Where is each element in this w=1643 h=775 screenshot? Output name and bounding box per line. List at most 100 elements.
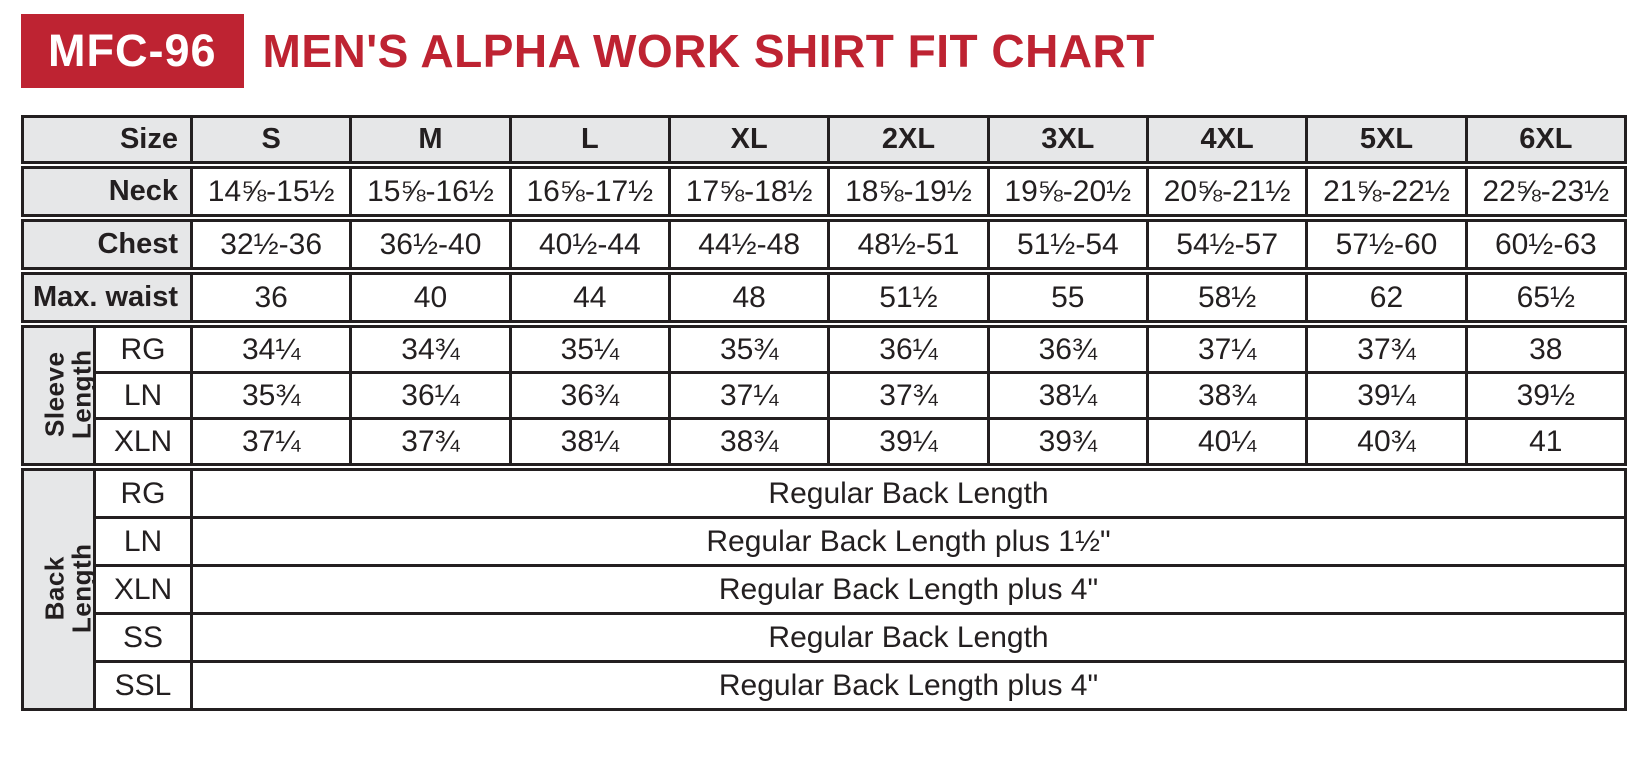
back-length-description: Regular Back Length plus 4" bbox=[190, 660, 1627, 711]
back-rg-row: Back Length RG Regular Back Length bbox=[21, 468, 1627, 711]
sleeve-length-section: Sleeve Length RG 34¼ 34¾ 35¼ 35¾ 36¼ 36¾… bbox=[21, 325, 1628, 466]
neck-row: Neck 14⅝-15½ 15⅝-16½ 16⅝-17½ 17⅝-18½ 18⅝… bbox=[20, 166, 1628, 217]
size-column-header-xl: XL bbox=[667, 115, 831, 164]
sleeve-value: 39¼ bbox=[1305, 371, 1468, 420]
sleeve-fit-code: XLN bbox=[93, 417, 193, 466]
back-length-description: Regular Back Length plus 1½" bbox=[190, 516, 1627, 567]
chest-row: Chest 32½-36 36½-40 40½-44 44½-48 48½-51… bbox=[20, 219, 1628, 270]
sleeve-value: 37¼ bbox=[1145, 325, 1309, 374]
sleeve-value: 37¼ bbox=[189, 417, 353, 466]
neck-value: 14⅝-15½ bbox=[190, 166, 353, 217]
page-header: MFC-96 MEN'S ALPHA WORK SHIRT FIT CHART bbox=[21, 14, 1643, 88]
max-waist-value: 65½ bbox=[1464, 272, 1628, 323]
sleeve-fit-code: LN bbox=[93, 371, 193, 420]
back-fit-code: XLN bbox=[93, 564, 193, 615]
max-waist-section: Max. waist 36 40 44 48 51½ 55 58½ 62 65½ bbox=[21, 272, 1628, 323]
back-fit-code: LN bbox=[93, 516, 193, 567]
chest-value: 32½-36 bbox=[190, 219, 353, 270]
sleeve-length-group-label-text: Sleeve Length bbox=[39, 349, 95, 439]
fit-table: Size S M L XL 2XL 3XL 4XL 5XL 6XL Neck 1… bbox=[20, 115, 1643, 711]
neck-value: 18⅝-19½ bbox=[827, 166, 990, 217]
sleeve-value: 41 bbox=[1464, 417, 1628, 466]
back-ss-row: SS Regular Back Length bbox=[23, 612, 1627, 663]
neck-value: 21⅝-22½ bbox=[1305, 166, 1468, 217]
size-column-header-l: L bbox=[508, 115, 671, 164]
size-column-header-2xl: 2XL bbox=[827, 115, 990, 164]
max-waist-value: 48 bbox=[667, 272, 831, 323]
neck-value: 15⅝-16½ bbox=[349, 166, 512, 217]
back-length-group-label: Back Length bbox=[21, 468, 96, 711]
page-title: MEN'S ALPHA WORK SHIRT FIT CHART bbox=[262, 25, 1155, 77]
back-fit-code: SS bbox=[93, 612, 193, 663]
sleeve-value: 37¾ bbox=[827, 371, 990, 420]
chest-value: 36½-40 bbox=[349, 219, 512, 270]
back-length-description: Regular Back Length bbox=[190, 468, 1627, 519]
max-waist-value: 36 bbox=[189, 272, 353, 323]
chest-value: 51½-54 bbox=[986, 219, 1149, 270]
size-column-header-s: S bbox=[189, 115, 353, 164]
chest-section: Chest 32½-36 36½-40 40½-44 44½-48 48½-51… bbox=[20, 219, 1628, 270]
neck-value: 17⅝-18½ bbox=[667, 166, 831, 217]
neck-label-cell: Neck bbox=[20, 166, 194, 217]
size-column-header-3xl: 3XL bbox=[986, 115, 1149, 164]
size-label-cell: Size bbox=[21, 115, 193, 164]
size-column-header-5xl: 5XL bbox=[1305, 115, 1468, 164]
max-waist-label-cell: Max. waist bbox=[21, 272, 193, 323]
back-length-section: Back Length RG Regular Back Length LN Re… bbox=[21, 468, 1627, 711]
sleeve-value: 34¾ bbox=[349, 325, 512, 374]
sleeve-value: 38¼ bbox=[508, 417, 671, 466]
max-waist-value: 40 bbox=[349, 272, 512, 323]
sleeve-ln-row: LN 35¾ 36¼ 36¾ 37¼ 37¾ 38¼ 38¾ 39¼ 39½ bbox=[23, 371, 1628, 420]
size-column-header-6xl: 6XL bbox=[1464, 115, 1628, 164]
chest-value: 60½-63 bbox=[1464, 219, 1628, 270]
sleeve-value: 39¾ bbox=[986, 417, 1149, 466]
neck-value: 20⅝-21½ bbox=[1145, 166, 1309, 217]
sleeve-value: 35¼ bbox=[508, 325, 671, 374]
size-header-row: Size S M L XL 2XL 3XL 4XL 5XL 6XL bbox=[21, 115, 1628, 164]
size-column-header-4xl: 4XL bbox=[1145, 115, 1309, 164]
back-length-description: Regular Back Length bbox=[190, 612, 1627, 663]
sleeve-rg-row: Sleeve Length RG 34¼ 34¾ 35¼ 35¾ 36¼ 36¾… bbox=[21, 325, 1628, 466]
sleeve-value: 38¼ bbox=[986, 371, 1149, 420]
sleeve-length-group-label: Sleeve Length bbox=[21, 325, 96, 466]
sleeve-value: 38¾ bbox=[1145, 371, 1309, 420]
sleeve-value: 38¾ bbox=[667, 417, 831, 466]
chest-value: 48½-51 bbox=[827, 219, 990, 270]
fit-chart-page: MFC-96 MEN'S ALPHA WORK SHIRT FIT CHART … bbox=[0, 14, 1643, 711]
back-fit-code: SSL bbox=[93, 660, 193, 711]
sleeve-value: 37¾ bbox=[349, 417, 512, 466]
max-waist-value: 62 bbox=[1305, 272, 1468, 323]
max-waist-value: 51½ bbox=[827, 272, 990, 323]
back-length-group-label-text: Back Length bbox=[39, 543, 95, 633]
sleeve-value: 35¾ bbox=[189, 371, 353, 420]
chest-value: 57½-60 bbox=[1305, 219, 1468, 270]
neck-value: 22⅝-23½ bbox=[1464, 166, 1628, 217]
sleeve-value: 39¼ bbox=[827, 417, 990, 466]
chest-label-cell: Chest bbox=[20, 219, 194, 270]
size-column-header-m: M bbox=[349, 115, 512, 164]
max-waist-value: 55 bbox=[986, 272, 1149, 323]
neck-value: 19⅝-20½ bbox=[986, 166, 1149, 217]
sleeve-value: 36¾ bbox=[986, 325, 1149, 374]
neck-value: 16⅝-17½ bbox=[508, 166, 672, 217]
sleeve-value: 39½ bbox=[1464, 371, 1628, 420]
back-fit-code: RG bbox=[93, 468, 193, 519]
sleeve-value: 36¼ bbox=[827, 325, 990, 374]
sleeve-value: 37¾ bbox=[1305, 325, 1468, 374]
max-waist-row: Max. waist 36 40 44 48 51½ 55 58½ 62 65½ bbox=[21, 272, 1628, 323]
sleeve-value: 40¾ bbox=[1305, 417, 1468, 466]
product-code-badge: MFC-96 bbox=[21, 14, 244, 88]
sleeve-fit-code: RG bbox=[93, 325, 193, 374]
size-header-section: Size S M L XL 2XL 3XL 4XL 5XL 6XL bbox=[21, 115, 1628, 164]
max-waist-value: 58½ bbox=[1145, 272, 1309, 323]
sleeve-value: 37¼ bbox=[667, 371, 831, 420]
back-xln-row: XLN Regular Back Length plus 4" bbox=[23, 564, 1627, 615]
chest-value: 54½-57 bbox=[1145, 219, 1309, 270]
sleeve-xln-row: XLN 37¼ 37¾ 38¼ 38¾ 39¼ 39¾ 40¼ 40¾ 41 bbox=[23, 417, 1628, 466]
sleeve-value: 34¼ bbox=[189, 325, 353, 374]
sleeve-value: 35¾ bbox=[667, 325, 831, 374]
sleeve-value: 36¾ bbox=[508, 371, 671, 420]
chest-value: 44½-48 bbox=[667, 219, 831, 270]
back-ssl-row: SSL Regular Back Length plus 4" bbox=[23, 660, 1627, 711]
back-ln-row: LN Regular Back Length plus 1½" bbox=[23, 516, 1627, 567]
